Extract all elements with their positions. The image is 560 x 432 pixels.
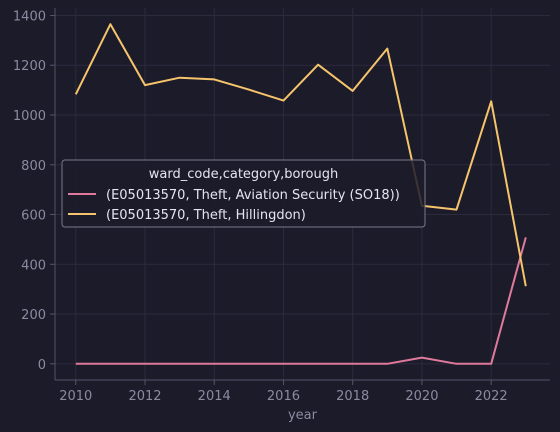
y-tick-label: 200: [21, 308, 46, 323]
x-axis-label: year: [288, 408, 318, 423]
x-tick-label: 2014: [198, 389, 231, 404]
x-tick-label: 2018: [336, 389, 369, 404]
x-tick-label: 2016: [267, 389, 300, 404]
axes: [50, 8, 550, 385]
x-tick-label: 2022: [475, 389, 508, 404]
y-tick-label: 0: [38, 358, 46, 373]
tick-labels: 2010 2012 2014 2016 2018 2020 2022 0 200 400 600 80…: [13, 9, 508, 404]
series-line-2: [74, 23, 527, 287]
series-line-1: [75, 237, 527, 365]
x-tick-label: 2012: [128, 389, 161, 404]
y-tick-label: 600: [21, 209, 46, 224]
x-tick-label: 2010: [59, 389, 92, 404]
y-tick-label: 1200: [13, 59, 46, 74]
y-tick-label: 1400: [13, 9, 46, 24]
x-tick-label: 2020: [405, 389, 438, 404]
y-tick-label: 800: [21, 159, 46, 174]
legend: ward_code,category,borough (E05013570, Th…: [61, 159, 426, 228]
legend-entry-2: (E05013570, Theft, Hillingdon): [106, 208, 306, 223]
legend-box: [61, 159, 426, 228]
y-tick-label: 400: [21, 258, 46, 273]
y-tick-label: 1000: [13, 109, 46, 124]
legend-entry-1: (E05013570, Theft, Aviation Security (SO…: [106, 188, 400, 203]
series-lines: [74, 23, 527, 365]
legend-title: ward_code,category,borough: [149, 167, 338, 182]
